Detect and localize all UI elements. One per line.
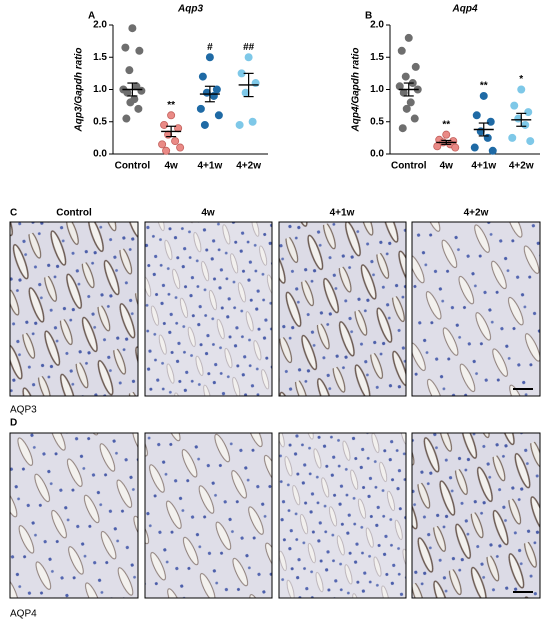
y-tick-label: 1.5 (93, 52, 107, 63)
data-point (214, 111, 223, 120)
data-point (200, 120, 209, 129)
data-point (486, 117, 495, 126)
data-point (526, 137, 535, 146)
data-point (470, 143, 479, 152)
data-point (406, 98, 415, 107)
column-header: 4+2w (464, 208, 489, 219)
image-aqp4-4w (144, 432, 273, 599)
data-point (479, 91, 488, 100)
data-point (160, 120, 169, 129)
column-header: Control (56, 208, 92, 219)
data-point (410, 114, 419, 123)
significance-mark: ** (442, 119, 450, 130)
data-point (472, 111, 481, 120)
data-point (196, 104, 205, 113)
significance-mark: ** (167, 100, 175, 111)
chart-title: Aqp4 (452, 4, 478, 15)
significance-mark: ** (480, 81, 488, 92)
data-point (488, 146, 497, 155)
significance-mark: ## (243, 42, 255, 53)
y-tick-label: 0.5 (93, 116, 107, 127)
chart-title: Aqp3 (177, 4, 203, 15)
data-point (198, 72, 207, 81)
y-tick-label: 1.0 (93, 84, 107, 95)
image-aqp3-4w (144, 221, 273, 397)
data-point (402, 104, 411, 113)
data-point (158, 140, 167, 149)
data-point (398, 124, 407, 133)
image-aqp3-4-1w (278, 221, 407, 397)
y-axis-label: Aqp3/Gapdh ratio (74, 48, 85, 133)
x-tick-label: 4+1w (471, 161, 496, 172)
data-point (235, 120, 244, 129)
data-point (395, 82, 404, 91)
data-point (171, 137, 180, 146)
y-tick-label: 2.0 (370, 20, 384, 31)
panel-letter: A (88, 11, 95, 22)
data-point (248, 117, 257, 126)
data-point (137, 86, 146, 95)
column-header: 4w (201, 208, 215, 219)
data-point (125, 66, 134, 75)
y-tick-label: 2.0 (93, 20, 107, 31)
x-tick-label: Control (391, 161, 427, 172)
data-point (401, 72, 410, 81)
y-tick-label: 0.5 (370, 116, 384, 127)
data-point (397, 46, 406, 55)
x-tick-label: Control (115, 161, 151, 172)
data-point (510, 101, 519, 110)
data-point (122, 114, 131, 123)
histology-images (9, 221, 541, 599)
image-aqp4-4-1w (278, 432, 407, 599)
data-point (135, 46, 144, 55)
image-aqp3-control (9, 221, 139, 397)
data-point (128, 24, 137, 33)
data-point (121, 43, 130, 52)
image-aqp4-control (9, 432, 139, 599)
data-point (126, 98, 135, 107)
image-aqp4-4-2w (411, 432, 541, 599)
data-point (134, 104, 143, 113)
stain-label: AQP4 (10, 609, 37, 620)
data-point (404, 33, 413, 42)
data-point (433, 142, 442, 151)
data-point (176, 143, 185, 152)
data-point (399, 88, 408, 97)
data-point (162, 146, 171, 155)
x-tick-label: 4w (440, 161, 454, 172)
panel-letter: C (10, 208, 17, 219)
data-point (212, 85, 221, 94)
data-point (521, 120, 530, 129)
data-point (517, 85, 526, 94)
x-tick-label: 4w (164, 161, 178, 172)
stain-label: AQP3 (10, 405, 37, 416)
column-header: 4+1w (330, 208, 355, 219)
data-point (524, 108, 533, 117)
data-point (508, 133, 517, 142)
data-point (167, 111, 176, 120)
data-point (205, 53, 214, 62)
data-point (244, 53, 253, 62)
y-tick-label: 0.0 (93, 149, 107, 160)
y-tick-label: 1.5 (370, 52, 384, 63)
x-tick-label: 4+1w (198, 161, 223, 172)
panel-letter: D (10, 418, 17, 429)
y-axis-label: Aqp4/Gapdh ratio (351, 48, 362, 133)
data-point (411, 62, 420, 71)
x-tick-label: 4+2w (509, 161, 534, 172)
significance-mark: # (207, 42, 213, 53)
data-point (442, 130, 451, 139)
image-aqp3-4-2w (411, 221, 541, 397)
panel-letter: B (365, 11, 372, 22)
y-tick-label: 1.0 (370, 84, 384, 95)
y-tick-label: 0.0 (370, 149, 384, 160)
significance-mark: * (519, 74, 523, 85)
data-point (123, 88, 132, 97)
x-tick-label: 4+2w (236, 161, 261, 172)
data-point (451, 143, 460, 152)
